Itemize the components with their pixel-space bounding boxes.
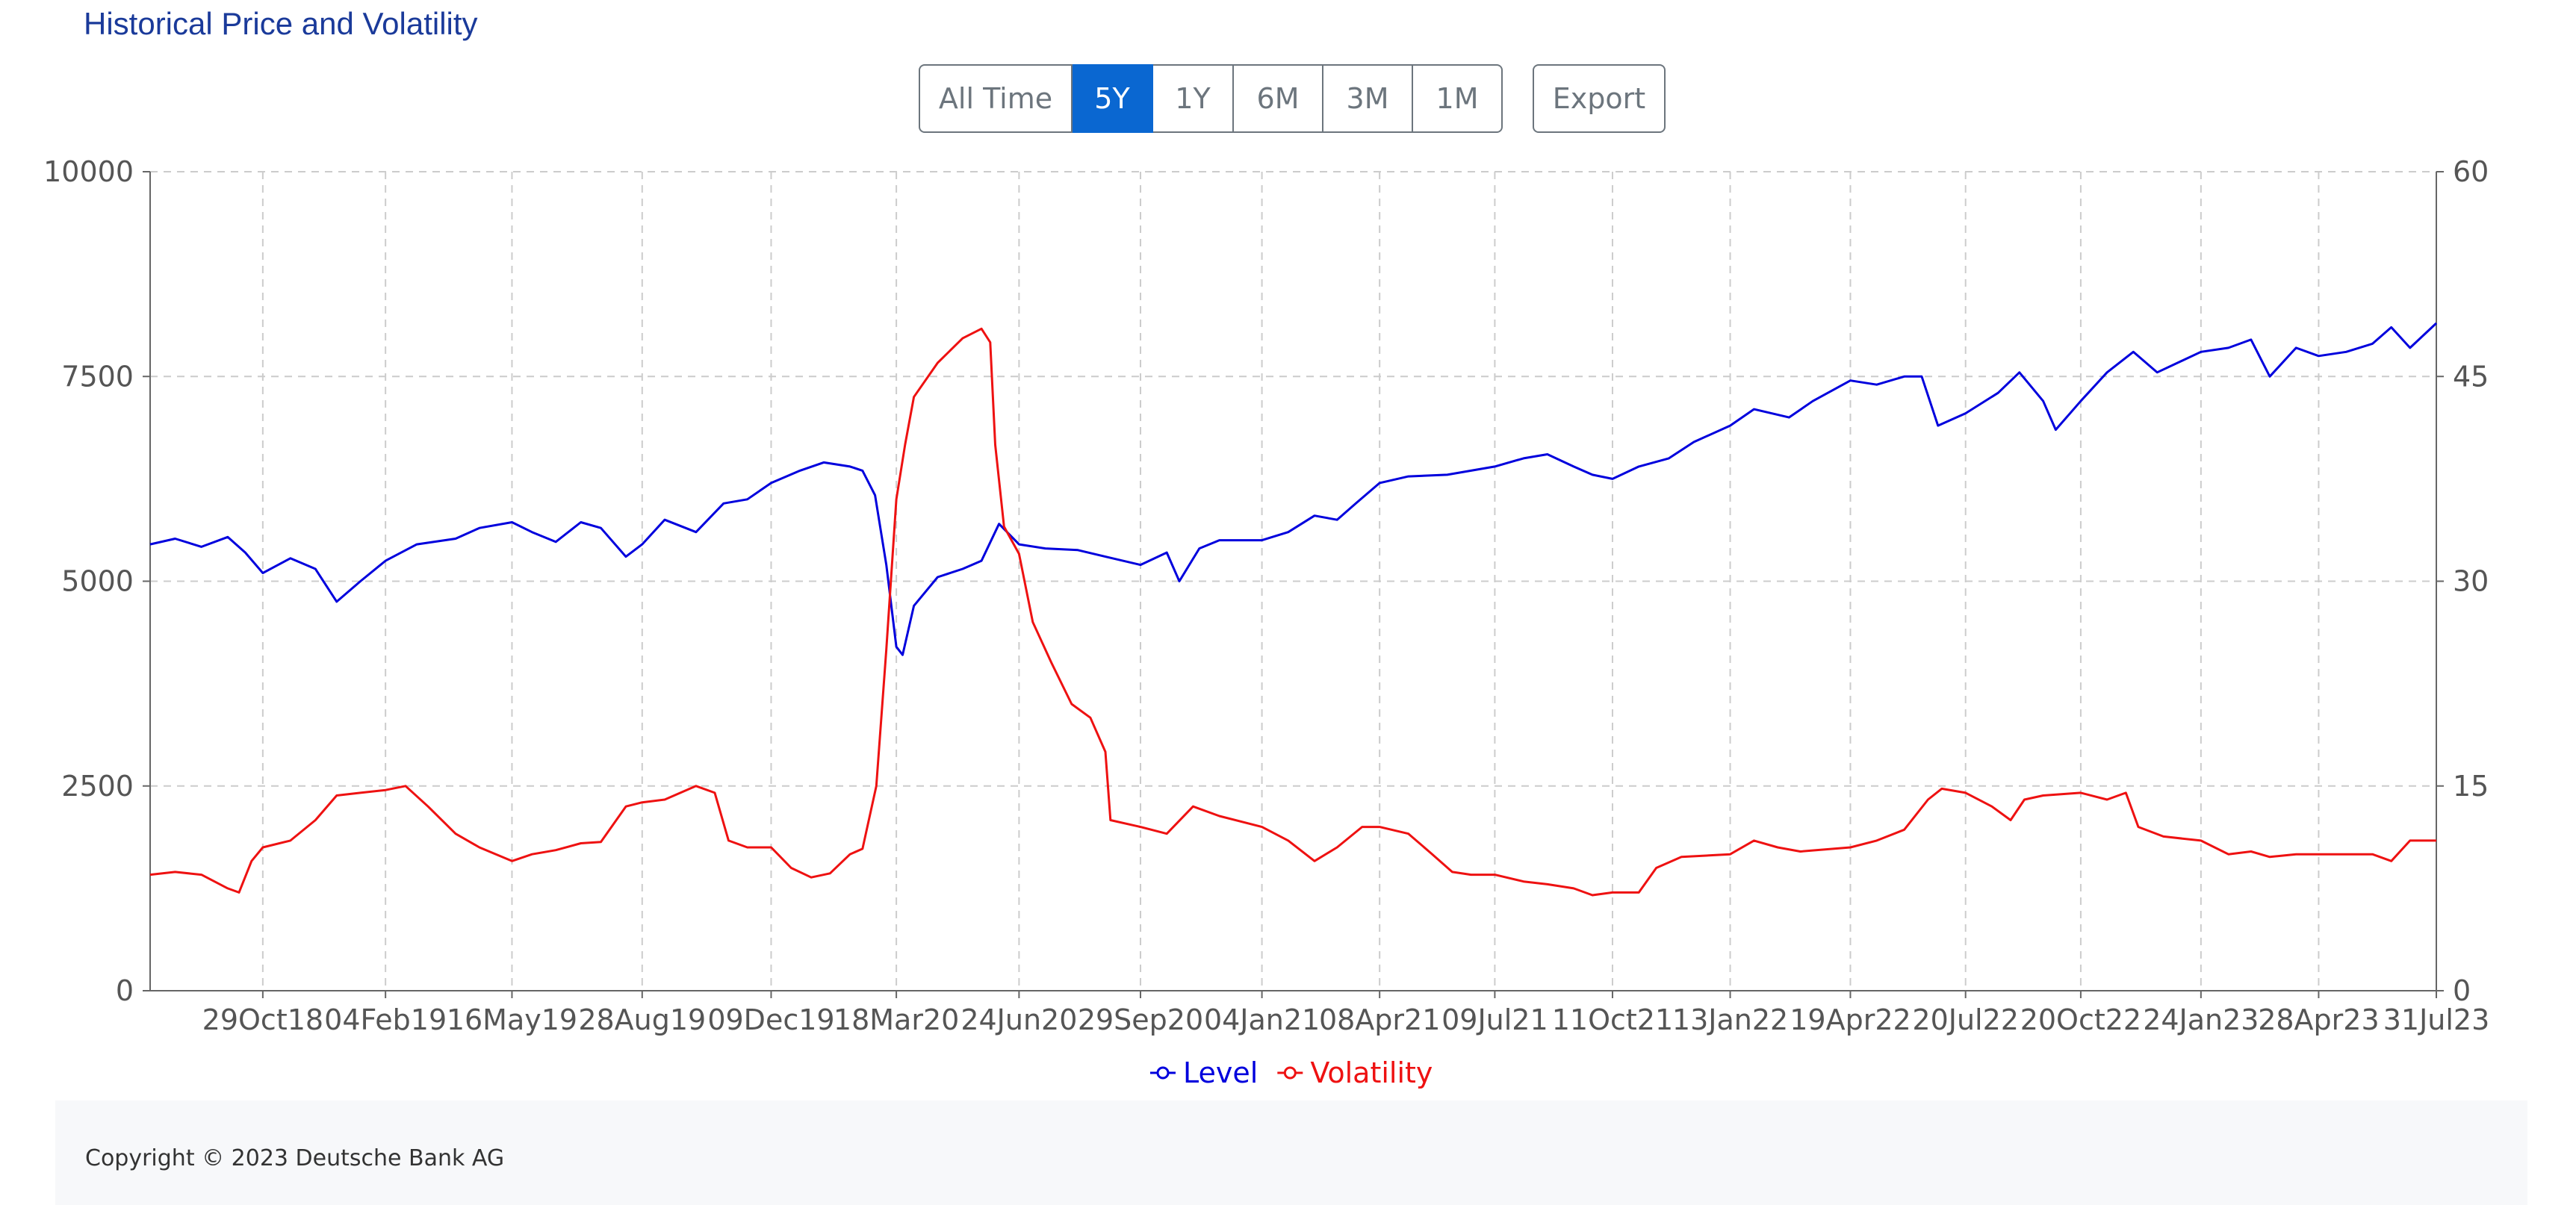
legend-swatch-marker	[1283, 1066, 1297, 1080]
y-left-tick-label: 10000	[43, 155, 134, 188]
chart-title: Historical Price and Volatility	[84, 6, 478, 41]
x-tick-label: 24Jun20	[960, 1003, 1077, 1036]
range-button-group: All Time 5Y 1Y 6M 3M 1M	[919, 64, 1503, 133]
range-3m-button[interactable]: 3M	[1323, 64, 1413, 133]
x-tick-label: 24Jan23	[2143, 1003, 2259, 1036]
x-tick-label: 29Oct18	[202, 1003, 323, 1036]
legend-item-volatility: Volatility	[1277, 1056, 1433, 1089]
x-tick-label: 18Mar20	[834, 1003, 959, 1036]
x-tick-label: 04Feb19	[324, 1003, 447, 1036]
x-tick-label: 20Jul22	[1912, 1003, 2019, 1036]
x-tick-label: 09Dec19	[707, 1003, 834, 1036]
x-tick-label: 04Jan21	[1204, 1003, 1320, 1036]
y-right-tick-label: 0	[2453, 974, 2471, 1007]
x-tick-label: 28Aug19	[578, 1003, 706, 1036]
range-1m-button[interactable]: 1M	[1413, 64, 1503, 133]
y-left-tick-label: 0	[116, 974, 134, 1007]
series-line-volatility	[149, 327, 2436, 897]
x-tick-label: 13Jan22	[1672, 1003, 1788, 1036]
copyright-text: Copyright © 2023 Deutsche Bank AG	[85, 1145, 505, 1171]
range-1y-button[interactable]: 1Y	[1153, 64, 1234, 133]
x-tick-label: 08Apr21	[1319, 1003, 1440, 1036]
x-tick-label: 20Oct22	[2020, 1003, 2141, 1036]
footer: Copyright © 2023 Deutsche Bank AG	[55, 1100, 2527, 1205]
y-left-tick-label: 2500	[61, 770, 134, 803]
range-6m-button[interactable]: 6M	[1234, 64, 1323, 133]
x-tick-label: 19Apr22	[1790, 1003, 1911, 1036]
legend-label: Volatility	[1310, 1056, 1433, 1089]
legend-swatch-marker	[1156, 1066, 1170, 1080]
y-left-tick-label: 7500	[61, 360, 134, 393]
y-right-tick-label: 30	[2453, 565, 2489, 598]
y-right-tick-label: 15	[2453, 770, 2489, 803]
x-tick-label: 29Sep20	[1078, 1003, 1203, 1036]
series-line-level	[149, 322, 2438, 656]
x-tick-label: 11Oct21	[1552, 1003, 1673, 1036]
range-5y-button[interactable]: 5Y	[1073, 64, 1153, 133]
x-tick-label: 09Jul21	[1441, 1003, 1548, 1036]
x-tick-label: 16May19	[447, 1003, 577, 1036]
price-volatility-chart: 0 0 2500 15 5000 30 7500 45 10000 60 29Oct18 04Feb1…	[43, 155, 2490, 1089]
legend-label: Level	[1183, 1056, 1258, 1089]
x-tick-label: 28Apr23	[2258, 1003, 2379, 1036]
y-left-tick-label: 5000	[61, 565, 134, 598]
export-button[interactable]: Export	[1533, 64, 1666, 133]
x-tick-label: 31Jul23	[2383, 1003, 2490, 1036]
range-all-time-button[interactable]: All Time	[919, 64, 1073, 133]
legend-item-level: Level	[1150, 1056, 1258, 1089]
y-right-tick-label: 45	[2453, 360, 2489, 393]
y-right-tick-label: 60	[2453, 155, 2489, 188]
